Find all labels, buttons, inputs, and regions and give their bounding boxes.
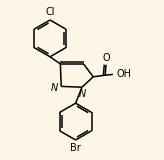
- Text: Cl: Cl: [45, 7, 55, 17]
- Text: N: N: [79, 89, 86, 99]
- Text: N: N: [51, 83, 58, 93]
- Text: OH: OH: [116, 69, 131, 79]
- Text: O: O: [102, 53, 110, 63]
- Text: Br: Br: [70, 143, 81, 153]
